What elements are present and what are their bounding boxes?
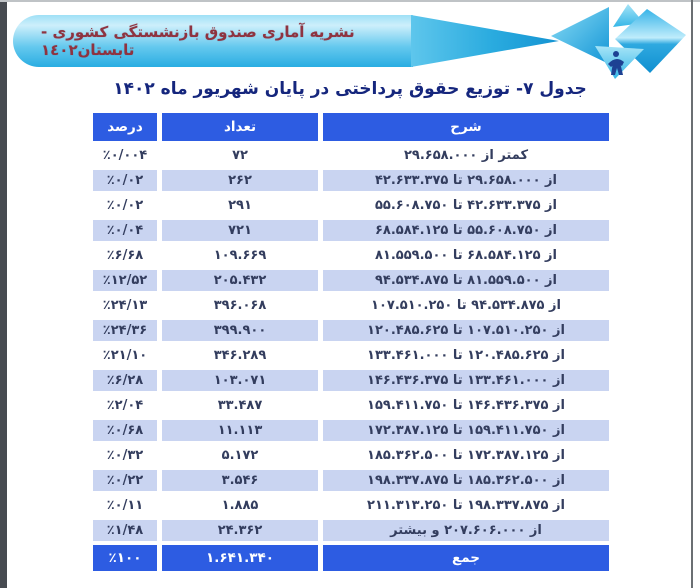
row-count-cell: ۳.۵۴۶ xyxy=(162,470,318,491)
table-row: از ۸۱.۵۵۹.۵۰۰ تا ۹۴.۵۳۴.۸۷۵ ۲۰۵.۴۳۲ ٪۱۲/۵۲ xyxy=(93,270,609,291)
total-count-cell: ۱.۶۴۱.۳۴۰ xyxy=(162,545,318,571)
row-count-cell: ۱۰۹.۶۶۹ xyxy=(162,245,318,266)
page-top-border xyxy=(0,0,700,2)
row-percent-cell: ٪۰/۰۰۴ xyxy=(93,145,157,166)
table-row: از ۱۷۲.۳۸۷.۱۲۵ تا ۱۸۵.۳۶۲.۵۰۰ ۵.۱۷۲ ٪۰/۳۲ xyxy=(93,445,609,466)
row-percent-cell: ٪۶/۶۸ xyxy=(93,245,157,266)
table-row: از ۱۸۵.۳۶۲.۵۰۰ تا ۱۹۸.۳۳۷.۸۷۵ ۳.۵۴۶ ٪۰/۲۲ xyxy=(93,470,609,491)
row-percent-cell: ٪۱/۴۸ xyxy=(93,520,157,541)
row-count-cell: ۳۹۶.۰۶۸ xyxy=(162,295,318,316)
row-desc-cell: از ۱۲۰.۴۸۵.۶۲۵ تا ۱۳۳.۴۶۱.۰۰۰ xyxy=(323,345,609,366)
row-desc-cell: از ۱۹۸.۳۳۷.۸۷۵ تا ۲۱۱.۳۱۳.۲۵۰ xyxy=(323,495,609,516)
row-percent-cell: ٪۲۴/۳۶ xyxy=(93,320,157,341)
row-desc-cell: از ۱۰۷.۵۱۰.۲۵۰ تا ۱۲۰.۴۸۵.۶۲۵ xyxy=(323,320,609,341)
row-count-cell: ۲۴.۳۶۲ xyxy=(162,520,318,541)
row-count-cell: ۵.۱۷۲ xyxy=(162,445,318,466)
row-percent-cell: ٪۰/۳۲ xyxy=(93,445,157,466)
row-percent-cell: ٪۱۲/۵۲ xyxy=(93,270,157,291)
table-row: از ۱۲۰.۴۸۵.۶۲۵ تا ۱۳۳.۴۶۱.۰۰۰ ۳۴۶.۲۸۹ ٪۲۱/… xyxy=(93,345,609,366)
pension-fund-logo-icon xyxy=(551,4,686,79)
total-desc-cell: جمع xyxy=(323,545,609,571)
row-percent-cell: ٪۲۴/۱۳ xyxy=(93,295,157,316)
table-row: از ۱۴۶.۴۳۶.۳۷۵ تا ۱۵۹.۴۱۱.۷۵۰ ۳۳.۴۸۷ ٪۲/۰۴ xyxy=(93,395,609,416)
row-desc-cell: از ۱۴۶.۴۳۶.۳۷۵ تا ۱۵۹.۴۱۱.۷۵۰ xyxy=(323,395,609,416)
column-header-count: تعداد xyxy=(162,113,318,141)
total-row: جمع ۱.۶۴۱.۳۴۰ ٪۱۰۰ xyxy=(93,545,609,571)
row-count-cell: ۱.۸۸۵ xyxy=(162,495,318,516)
table-row: از ۴۲.۶۳۳.۳۷۵ تا ۵۵.۶۰۸.۷۵۰ ۲۹۱ ٪۰/۰۲ xyxy=(93,195,609,216)
row-count-cell: ۲۹۱ xyxy=(162,195,318,216)
row-percent-cell: ٪۶/۲۸ xyxy=(93,370,157,391)
column-header-percent: درصد xyxy=(93,113,157,141)
row-percent-cell: ٪۰/۶۸ xyxy=(93,420,157,441)
table-body: کمتر از ۲۹.۶۵۸.۰۰۰ ۷۲ ٪۰/۰۰۴ از ۲۹.۶۵۸.۰۰۰ … xyxy=(93,145,609,541)
row-count-cell: ۲۶۲ xyxy=(162,170,318,191)
row-count-cell: ۳۳.۴۸۷ xyxy=(162,395,318,416)
row-count-cell: ۲۰۵.۴۳۲ xyxy=(162,270,318,291)
row-percent-cell: ٪۰/۰۲ xyxy=(93,170,157,191)
table-row: از ۱۳۳.۴۶۱.۰۰۰ تا ۱۴۶.۴۳۶.۳۷۵ ۱۰۳.۰۷۱ ٪۶/۲… xyxy=(93,370,609,391)
page-title: جدول ۷- توزیع حقوق پرداختی در پایان شهری… xyxy=(113,79,587,99)
row-desc-cell: از ۱۷۲.۳۸۷.۱۲۵ تا ۱۸۵.۳۶۲.۵۰۰ xyxy=(323,445,609,466)
row-desc-cell: از ۸۱.۵۵۹.۵۰۰ تا ۹۴.۵۳۴.۸۷۵ xyxy=(323,270,609,291)
table-row: از ۶۸.۵۸۴.۱۲۵ تا ۸۱.۵۵۹.۵۰۰ ۱۰۹.۶۶۹ ٪۶/۶۸ xyxy=(93,245,609,266)
banner-arrow-point xyxy=(411,15,559,67)
row-percent-cell: ٪۰/۲۲ xyxy=(93,470,157,491)
row-desc-cell: از ۱۵۹.۴۱۱.۷۵۰ تا ۱۷۲.۳۸۷.۱۲۵ xyxy=(323,420,609,441)
row-desc-cell: از ۱۸۵.۳۶۲.۵۰۰ تا ۱۹۸.۳۳۷.۸۷۵ xyxy=(323,470,609,491)
table-row: از ۱۰۷.۵۱۰.۲۵۰ تا ۱۲۰.۴۸۵.۶۲۵ ۳۹۹.۹۰۰ ٪۲۴/… xyxy=(93,320,609,341)
table-row: از ۱۵۹.۴۱۱.۷۵۰ تا ۱۷۲.۳۸۷.۱۲۵ ۱۱.۱۱۳ ٪۰/۶۸ xyxy=(93,420,609,441)
salary-distribution-table: شرح تعداد درصد کمتر از ۲۹.۶۵۸.۰۰۰ ۷۲ ٪۰/۰۰… xyxy=(88,109,614,575)
person-figure-icon xyxy=(608,51,624,75)
table-row: از ۹۴.۵۳۴.۸۷۵ تا ۱۰۷.۵۱۰.۲۵۰ ۳۹۶.۰۶۸ ٪۲۴/۱… xyxy=(93,295,609,316)
table-header-row: شرح تعداد درصد xyxy=(93,113,609,141)
salary-distribution-table-wrap: شرح تعداد درصد کمتر از ۲۹.۶۵۸.۰۰۰ ۷۲ ٪۰/۰۰… xyxy=(88,109,614,575)
table-row: از ۲۰۷.۶۰۶.۰۰۰ و بیشتر ۲۴.۳۶۲ ٪۱/۴۸ xyxy=(93,520,609,541)
row-desc-cell: کمتر از ۲۹.۶۵۸.۰۰۰ xyxy=(323,145,609,166)
row-percent-cell: ٪۰/۱۱ xyxy=(93,495,157,516)
table-row: از ۱۹۸.۳۳۷.۸۷۵ تا ۲۱۱.۳۱۳.۲۵۰ ۱.۸۸۵ ٪۰/۱۱ xyxy=(93,495,609,516)
row-desc-cell: از ۵۵.۶۰۸.۷۵۰ تا ۶۸.۵۸۴.۱۲۵ xyxy=(323,220,609,241)
row-percent-cell: ٪۲۱/۱۰ xyxy=(93,345,157,366)
row-desc-cell: از ۲۰۷.۶۰۶.۰۰۰ و بیشتر xyxy=(323,520,609,541)
row-desc-cell: از ۲۹.۶۵۸.۰۰۰ تا ۴۲.۶۳۳.۳۷۵ xyxy=(323,170,609,191)
row-percent-cell: ٪۰/۰۴ xyxy=(93,220,157,241)
row-count-cell: ۳۴۶.۲۸۹ xyxy=(162,345,318,366)
row-count-cell: ۳۹۹.۹۰۰ xyxy=(162,320,318,341)
row-count-cell: ۷۲۱ xyxy=(162,220,318,241)
row-count-cell: ۱۰۳.۰۷۱ xyxy=(162,370,318,391)
banner: نشریه آماری صندوق بازنشستگی کشوری - تابس… xyxy=(13,15,413,67)
column-header-desc: شرح xyxy=(323,113,609,141)
page-right-border xyxy=(691,0,693,588)
row-percent-cell: ٪۰/۰۲ xyxy=(93,195,157,216)
page-left-border xyxy=(0,0,7,588)
row-desc-cell: از ۴۲.۶۳۳.۳۷۵ تا ۵۵.۶۰۸.۷۵۰ xyxy=(323,195,609,216)
row-desc-cell: از ۹۴.۵۳۴.۸۷۵ تا ۱۰۷.۵۱۰.۲۵۰ xyxy=(323,295,609,316)
table-row: کمتر از ۲۹.۶۵۸.۰۰۰ ۷۲ ٪۰/۰۰۴ xyxy=(93,145,609,166)
row-desc-cell: از ۶۸.۵۸۴.۱۲۵ تا ۸۱.۵۵۹.۵۰۰ xyxy=(323,245,609,266)
table-row: از ۲۹.۶۵۸.۰۰۰ تا ۴۲.۶۳۳.۳۷۵ ۲۶۲ ٪۰/۰۲ xyxy=(93,170,609,191)
row-desc-cell: از ۱۳۳.۴۶۱.۰۰۰ تا ۱۴۶.۴۳۶.۳۷۵ xyxy=(323,370,609,391)
row-percent-cell: ٪۲/۰۴ xyxy=(93,395,157,416)
banner-title: نشریه آماری صندوق بازنشستگی کشوری - تابس… xyxy=(41,23,355,59)
total-percent-cell: ٪۱۰۰ xyxy=(93,545,157,571)
row-count-cell: ۷۲ xyxy=(162,145,318,166)
table-row: از ۵۵.۶۰۸.۷۵۰ تا ۶۸.۵۸۴.۱۲۵ ۷۲۱ ٪۰/۰۴ xyxy=(93,220,609,241)
row-count-cell: ۱۱.۱۱۳ xyxy=(162,420,318,441)
